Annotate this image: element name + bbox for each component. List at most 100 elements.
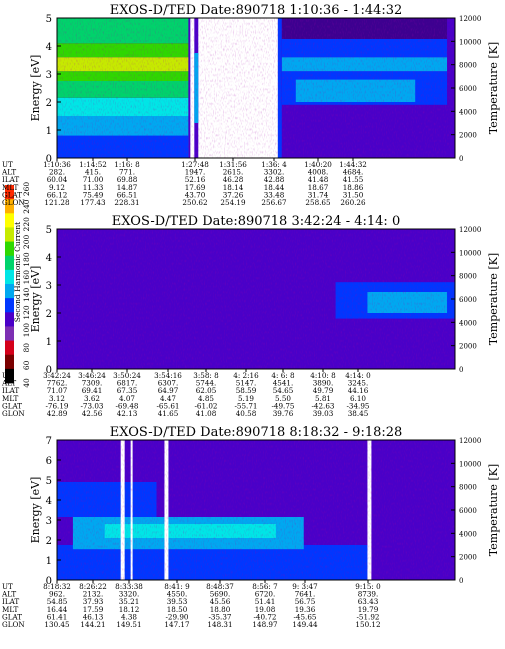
y-tick-label: 5: [46, 14, 52, 25]
y-tick-label: 6: [46, 456, 52, 467]
y2-tick-label: 6000: [459, 507, 477, 515]
colorbar-cell: [5, 213, 14, 228]
table-cell: 41.65: [158, 409, 179, 418]
table-row-header: GLON: [2, 198, 25, 207]
table-row-header: ILAT: [2, 175, 19, 184]
table-cell: 41.55: [343, 175, 364, 184]
table-cell: 63.43: [358, 597, 379, 606]
y2-tick-label: 6000: [459, 296, 477, 304]
y2-tick-label: 0: [459, 155, 463, 163]
y-tick-label: 1: [46, 556, 52, 567]
table-cell: 54.65: [273, 386, 294, 395]
table-cell: 256.67: [261, 198, 287, 207]
y-tick-label: 5: [46, 225, 52, 236]
table-cell: 8739.: [358, 590, 379, 599]
table-cell: 67.35: [117, 386, 138, 395]
table-cell: 18.80: [210, 605, 231, 614]
colorbar-cell: [5, 340, 14, 356]
table-cell: 6.10: [350, 394, 366, 403]
table-cell: 5.81: [315, 394, 331, 403]
colorbar-cell: [5, 227, 14, 242]
colorbar-cell: [5, 269, 14, 285]
y-tick-label: 1: [46, 126, 52, 137]
table-cell: 258.65: [305, 198, 331, 207]
table-cell: -61.02: [194, 401, 217, 410]
colorbar-cell: [5, 368, 14, 384]
table-cell: 9:15: 0: [355, 582, 381, 591]
table-cell: 4008.: [308, 168, 329, 177]
table-cell: -65.61: [156, 401, 179, 410]
y-axis-label: Energy [eV]: [29, 266, 42, 333]
table-cell: 148.97: [252, 620, 278, 629]
table-cell: 18.50: [167, 605, 188, 614]
spectrogram-texture: [57, 18, 455, 158]
table-cell: 4.07: [119, 394, 135, 403]
table-cell: 1:36: 4: [261, 160, 287, 169]
table-cell: 130.45: [44, 620, 70, 629]
table-cell: 39.76: [273, 409, 294, 418]
table-cell: 1:31:56: [219, 160, 247, 169]
colorbar-tick-label: 160: [22, 270, 31, 285]
table-cell: 18.12: [119, 605, 140, 614]
colorbar-tick-label: 140: [22, 287, 31, 302]
spectrogram-panel: EXOS-D/TED Date:890718 1:10:36 - 1:44:32…: [1, 3, 500, 207]
table-cell: 8:56: 7: [252, 582, 278, 591]
table-row-header: GLAT: [2, 190, 22, 199]
table-cell: 4550.: [167, 590, 188, 599]
table-cell: 7309.: [82, 379, 103, 388]
colorbar-tick-label: 180: [22, 252, 31, 267]
table-cell: 3:54:16: [154, 371, 182, 380]
table-cell: 66.12: [47, 190, 68, 199]
spectrogram-texture: [57, 229, 455, 369]
table-cell: 19.79: [358, 605, 379, 614]
colorbar-cell: [5, 284, 14, 299]
table-cell: 2132.: [83, 590, 104, 599]
colorbar-tick-label: 260: [22, 182, 31, 197]
y-tick-label: 5: [46, 476, 52, 487]
table-cell: 1:10:36: [43, 160, 71, 169]
table-cell: 18.44: [264, 183, 285, 192]
table-cell: -76.19: [45, 401, 68, 410]
table-cell: -29.90: [165, 612, 188, 621]
table-cell: 3.62: [84, 394, 100, 403]
y-tick-label: 3: [46, 516, 52, 527]
table-cell: 61.41: [47, 612, 68, 621]
table-row-header: ILAT: [2, 386, 19, 395]
y2-tick-label: 12000: [459, 15, 481, 23]
table-cell: 43.70: [185, 190, 206, 199]
spectrogram-panel: EXOS-D/TED Date:890718 3:42:24 - 4:14: 0…: [1, 214, 500, 418]
table-cell: 19.36: [295, 605, 316, 614]
y2-tick-label: 6000: [459, 85, 477, 93]
table-cell: 42.13: [117, 409, 138, 418]
colorbar-cell: [5, 199, 14, 214]
table-cell: 46.28: [223, 175, 244, 184]
table-cell: -55.71: [234, 401, 257, 410]
colorbar-tick-label: 60: [22, 360, 31, 370]
colorbar-cell: [5, 241, 14, 257]
y-tick-label: 4: [46, 496, 52, 507]
table-cell: 71.00: [83, 175, 104, 184]
table-cell: 71.07: [47, 386, 68, 395]
table-cell: 2615.: [223, 168, 244, 177]
y2-tick-label: 0: [459, 577, 463, 585]
table-cell: -51.92: [356, 612, 379, 621]
table-cell: 150.12: [355, 620, 380, 629]
table-cell: 962.: [49, 590, 65, 599]
table-cell: 16.44: [47, 605, 68, 614]
table-cell: 5147.: [236, 379, 257, 388]
table-cell: 3:46:24: [78, 371, 106, 380]
table-cell: 44.16: [348, 386, 369, 395]
table-cell: 254.19: [220, 198, 246, 207]
y2-axis-label: Temperature [K]: [487, 464, 500, 556]
table-row-header: MLT: [2, 605, 19, 614]
table-cell: 228.31: [114, 198, 139, 207]
table-cell: 147.17: [164, 620, 190, 629]
table-cell: 46.13: [83, 612, 104, 621]
table-cell: 31.74: [308, 190, 329, 199]
table-cell: -73.03: [80, 401, 103, 410]
table-row-header: MLT: [2, 394, 19, 403]
table-row-header: GLAT: [2, 612, 22, 621]
table-row-header: ILAT: [2, 597, 19, 606]
y-tick-label: 0: [46, 365, 52, 376]
table-cell: 37.26: [223, 190, 244, 199]
